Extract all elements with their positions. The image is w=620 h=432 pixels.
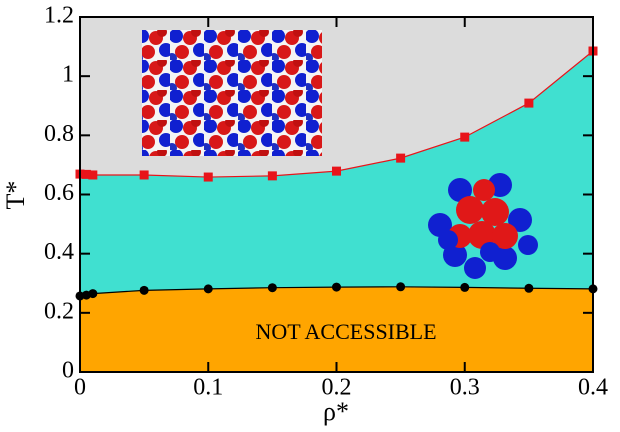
inset-image: [142, 30, 322, 156]
marker: [396, 282, 406, 292]
marker: [460, 132, 470, 142]
marker: [203, 172, 213, 182]
marker: [88, 289, 98, 299]
x-tick-label: 0.2: [322, 375, 352, 401]
marker: [203, 284, 213, 294]
y-tick-label: 1.2: [44, 3, 74, 29]
y-tick-label: 1: [62, 62, 74, 88]
marker: [81, 169, 91, 179]
y-tick-label: 0.2: [44, 298, 74, 324]
x-tick-label: 0.3: [450, 375, 480, 401]
inset-cluster: [428, 173, 538, 279]
x-tick-label: 0: [74, 375, 86, 401]
marker: [524, 283, 534, 293]
marker: [396, 153, 406, 163]
marker: [332, 166, 341, 176]
marker: [524, 98, 534, 108]
inset-fluid: [142, 30, 322, 156]
marker: [139, 170, 149, 180]
annotation: NOT ACCESSIBLE: [255, 319, 436, 344]
marker: [460, 282, 470, 292]
y-axis-label: T*: [1, 181, 30, 210]
marker: [88, 170, 98, 180]
y-tick-label: 0.8: [44, 121, 74, 147]
y-tick-label: 0.4: [44, 239, 74, 265]
x-tick-label: 0.1: [193, 375, 223, 401]
region: [80, 286, 593, 372]
marker: [267, 171, 277, 181]
marker: [267, 283, 277, 293]
y-tick-label: 0: [62, 358, 74, 384]
x-tick-label: 0.4: [578, 375, 608, 401]
y-tick-label: 0.6: [44, 180, 74, 206]
marker: [139, 285, 149, 295]
marker: [332, 282, 341, 292]
x-axis-label: ρ*: [323, 397, 349, 426]
